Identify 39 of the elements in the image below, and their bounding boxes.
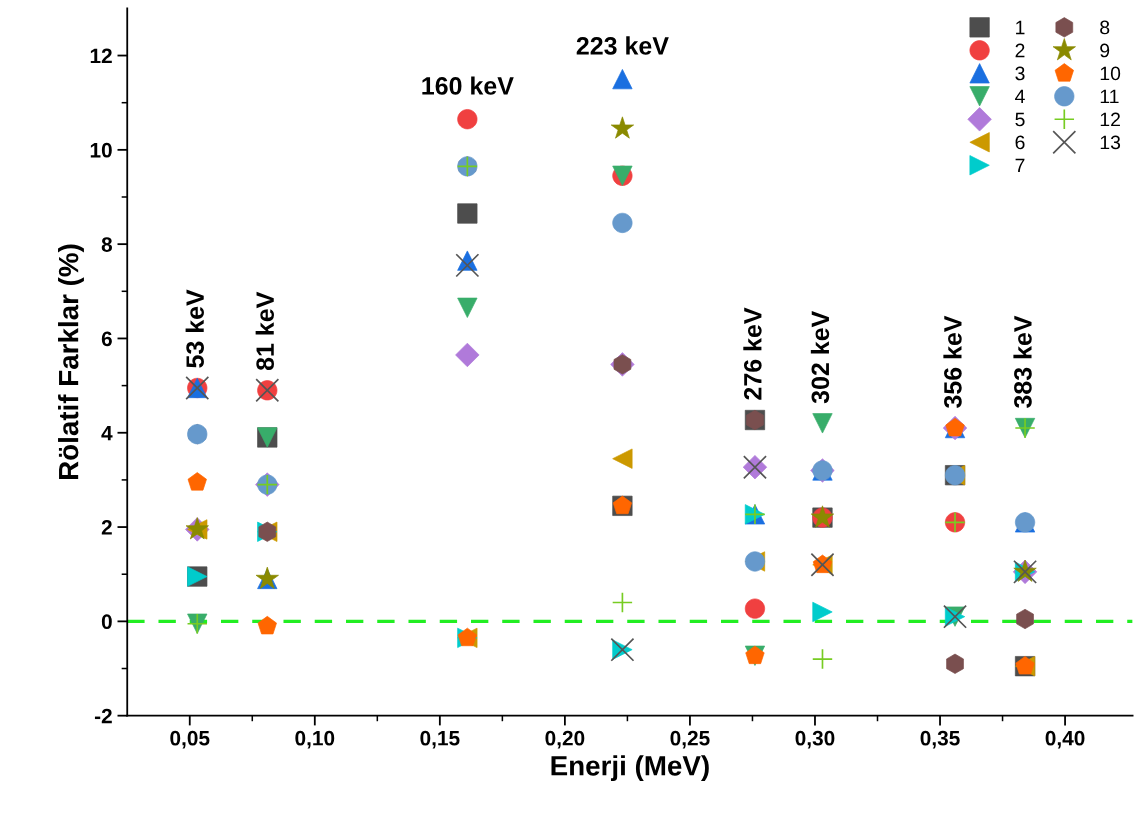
x-tick-label: 0,35 xyxy=(920,730,960,749)
annotation: 276 keV xyxy=(743,307,762,400)
x-tick-label: 0,25 xyxy=(670,730,710,749)
y-tick-label: 0 xyxy=(101,614,112,630)
annotation: 223 keV xyxy=(576,36,669,55)
legend-label: 13 xyxy=(1100,135,1121,150)
legend-label: 8 xyxy=(1100,20,1110,35)
legend-label: 11 xyxy=(1100,89,1119,104)
x-tick-label: 0,30 xyxy=(795,730,835,749)
y-tick-label: 10 xyxy=(90,142,112,158)
x-axis-title: Enerji (MeV) xyxy=(551,755,709,782)
y-axis-title: Rölatif Farklar (%) xyxy=(58,244,84,480)
y-tick-label: 4 xyxy=(101,425,113,441)
annotation: 81 keV xyxy=(255,291,274,371)
y-tick-label: -2 xyxy=(94,708,112,724)
legend-label: 2 xyxy=(1015,43,1025,58)
legend-label: 12 xyxy=(1100,112,1120,127)
x-tick-label: 0,20 xyxy=(545,730,585,749)
x-tick-label: 0,15 xyxy=(420,730,460,749)
legend-label: 4 xyxy=(1015,89,1025,104)
annotation: 160 keV xyxy=(422,76,514,95)
legend-label: 7 xyxy=(1015,158,1025,173)
y-tick-label: 12 xyxy=(90,48,112,64)
y-tick-label: 8 xyxy=(101,237,113,252)
legend-label: 3 xyxy=(1015,66,1025,81)
annotation: 383 keV xyxy=(1013,315,1032,409)
legend-label: 5 xyxy=(1015,112,1025,127)
annotation: 302 keV xyxy=(810,310,830,404)
legend-label: 1 xyxy=(1016,20,1025,35)
legend-label: 10 xyxy=(1100,66,1121,81)
legend-label: 6 xyxy=(1015,135,1025,150)
x-tick-label: 0,05 xyxy=(170,730,210,749)
y-tick-label: 6 xyxy=(101,331,112,347)
y-tick-label: 2 xyxy=(101,520,112,535)
x-tick-label: 0,40 xyxy=(1045,730,1085,749)
annotation: 356 keV xyxy=(943,315,962,409)
legend-label: 9 xyxy=(1100,43,1110,58)
x-tick-label: 0,10 xyxy=(295,730,335,749)
annotation: 53 keV xyxy=(185,289,204,368)
